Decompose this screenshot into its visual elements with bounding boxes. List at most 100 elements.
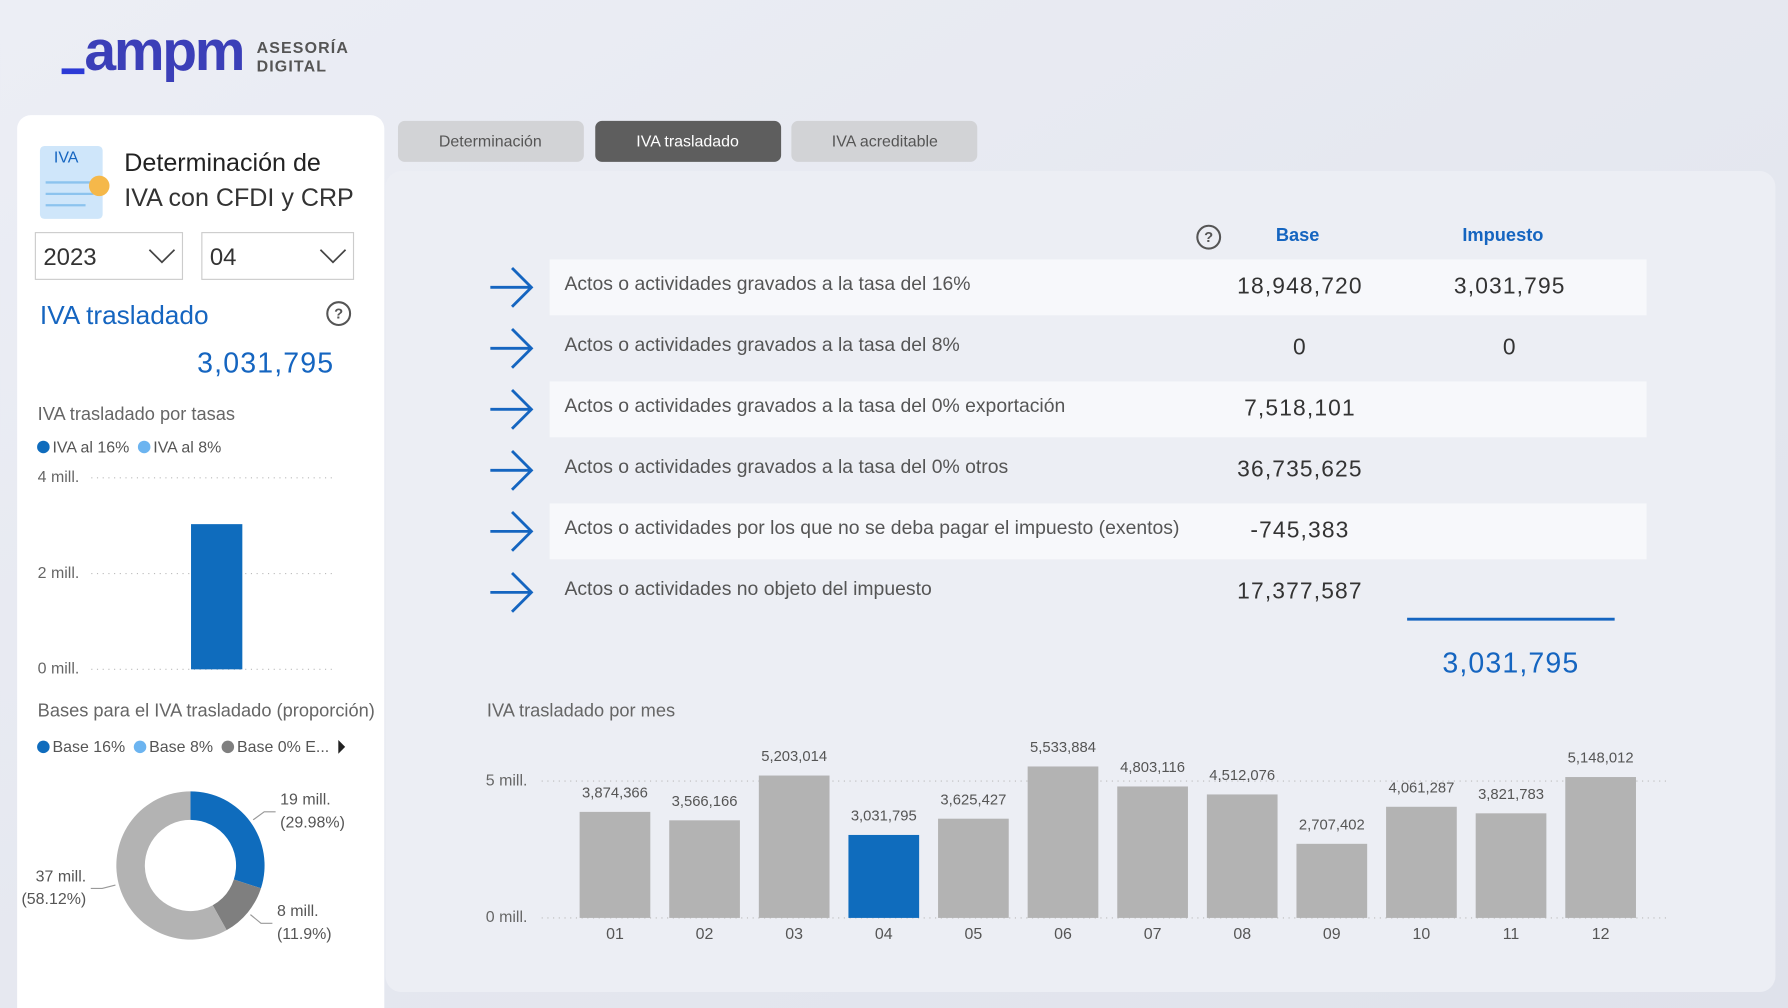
row-arrow bbox=[490, 266, 534, 308]
data-label: 2,707,402 bbox=[1299, 818, 1365, 834]
year-dropdown[interactable]: 2023 bbox=[34, 232, 184, 280]
row-tax: 0 bbox=[1503, 333, 1517, 359]
row-arrow bbox=[490, 510, 534, 552]
column-header: Impuesto bbox=[1462, 224, 1543, 245]
data-label: 3,874,366 bbox=[582, 786, 648, 802]
y-tick-label: 4 mill. bbox=[38, 469, 80, 486]
sidebar-total: 3,031,795 bbox=[197, 347, 334, 379]
tab-label[interactable]: Determinación bbox=[439, 134, 542, 151]
data-label: 4,061,287 bbox=[1388, 780, 1454, 796]
row-label: Actos o actividades gravados a la tasa d… bbox=[564, 273, 970, 295]
column-header: Base bbox=[1276, 224, 1320, 245]
dropdown-value[interactable]: 04 bbox=[210, 244, 237, 271]
row-tax: 3,031,795 bbox=[1454, 272, 1566, 298]
slice-percent: (11.9%) bbox=[277, 926, 332, 943]
legend-label: Base 8% bbox=[149, 739, 213, 756]
x-tick-label: 09 bbox=[1323, 926, 1341, 943]
data-label: 3,031,795 bbox=[851, 809, 917, 825]
help-icon-text[interactable]: ? bbox=[1204, 230, 1213, 246]
tab-button[interactable] bbox=[595, 120, 782, 162]
bar bbox=[1386, 806, 1457, 918]
donut-slice bbox=[212, 879, 261, 931]
x-tick-label: 01 bbox=[606, 926, 624, 943]
sidebar-title: Determinación de bbox=[124, 149, 321, 177]
row-label: Actos o actividades por los que no se de… bbox=[564, 517, 1179, 539]
x-tick-label: 08 bbox=[1233, 926, 1251, 943]
row-base: 7,518,101 bbox=[1244, 394, 1356, 420]
leader-line bbox=[252, 811, 276, 821]
x-tick-label: 07 bbox=[1144, 926, 1162, 943]
tab-label[interactable]: IVA acreditable bbox=[832, 134, 938, 151]
bar bbox=[1027, 766, 1099, 918]
x-tick-label: 06 bbox=[1054, 926, 1072, 943]
tab[interactable]: Determinación bbox=[397, 120, 584, 162]
tab[interactable]: IVA trasladado bbox=[595, 120, 782, 162]
legend-label: IVA al 8% bbox=[153, 439, 221, 456]
bar bbox=[1565, 777, 1636, 918]
row-base: -745,383 bbox=[1250, 516, 1349, 542]
dropdown-value[interactable]: 2023 bbox=[43, 244, 96, 271]
bar bbox=[579, 811, 651, 918]
row-arrow bbox=[490, 388, 534, 430]
tab[interactable]: IVA acreditable bbox=[791, 120, 978, 162]
leader-line bbox=[90, 884, 116, 890]
row-band bbox=[549, 381, 1647, 438]
row-arrow bbox=[490, 571, 534, 613]
month-dropdown[interactable]: 04 bbox=[201, 232, 355, 280]
slice-amount: 8 mill. bbox=[277, 903, 319, 920]
slice-amount: 19 mill. bbox=[280, 792, 331, 809]
data-label: 3,625,427 bbox=[940, 792, 1006, 808]
bar bbox=[191, 524, 243, 670]
chart-title: IVA trasladado por tasas bbox=[38, 403, 235, 424]
sidebar-title: IVA con CFDI y CRP bbox=[124, 184, 353, 212]
chart-title: IVA trasladado por mes bbox=[487, 699, 675, 720]
donut-slice bbox=[116, 791, 227, 940]
y-tick-label: 2 mill. bbox=[38, 565, 80, 582]
legend-marker bbox=[37, 440, 50, 454]
row-base: 18,948,720 bbox=[1237, 272, 1363, 298]
dropdown-chevron[interactable] bbox=[148, 249, 176, 264]
row-band bbox=[549, 259, 1647, 316]
legend-marker bbox=[37, 740, 50, 754]
slice-percent: (29.98%) bbox=[280, 814, 345, 831]
help-icon[interactable] bbox=[326, 301, 352, 327]
table-total: 3,031,795 bbox=[1442, 647, 1579, 679]
data-label: 4,512,076 bbox=[1209, 768, 1275, 784]
slice-percent: (58.12%) bbox=[21, 891, 86, 908]
y-tick-label: 0 mill. bbox=[486, 909, 528, 926]
x-tick-label: 04 bbox=[875, 926, 893, 943]
legend-more bbox=[338, 740, 346, 754]
row-arrow bbox=[490, 327, 534, 369]
row-base: 17,377,587 bbox=[1237, 577, 1363, 603]
doc-icon-lines bbox=[45, 181, 94, 207]
row-label: Actos o actividades gravados a la tasa d… bbox=[564, 456, 1008, 478]
row-arrow bbox=[490, 449, 534, 491]
logo-underscore bbox=[61, 68, 85, 75]
dropdown-box[interactable] bbox=[201, 232, 355, 280]
row-band bbox=[549, 503, 1647, 560]
tab-label[interactable]: IVA trasladado bbox=[636, 134, 739, 151]
data-label: 3,566,166 bbox=[672, 794, 738, 810]
bar bbox=[758, 775, 830, 918]
help-icon-text[interactable]: ? bbox=[334, 307, 343, 323]
dropdown-box[interactable] bbox=[34, 232, 184, 280]
tab-button[interactable] bbox=[397, 120, 584, 162]
help-icon[interactable] bbox=[1196, 224, 1222, 250]
row-label: Actos o actividades gravados a la tasa d… bbox=[564, 334, 959, 356]
doc-icon-seal bbox=[88, 175, 110, 197]
y-tick-label: 0 mill. bbox=[38, 661, 80, 678]
x-tick-label: 02 bbox=[696, 926, 714, 943]
x-tick-label: 12 bbox=[1592, 926, 1610, 943]
data-label: 5,203,014 bbox=[761, 749, 827, 765]
bar bbox=[938, 818, 1009, 918]
x-tick-label: 03 bbox=[785, 926, 803, 943]
bar bbox=[848, 834, 920, 918]
data-label: 3,821,783 bbox=[1478, 787, 1544, 803]
dropdown-chevron[interactable] bbox=[319, 249, 347, 264]
legend-label: Base 0% E... bbox=[237, 739, 329, 756]
tab-button[interactable] bbox=[791, 120, 978, 162]
legend-marker bbox=[133, 740, 147, 754]
logo-brand: ampm bbox=[84, 19, 243, 83]
